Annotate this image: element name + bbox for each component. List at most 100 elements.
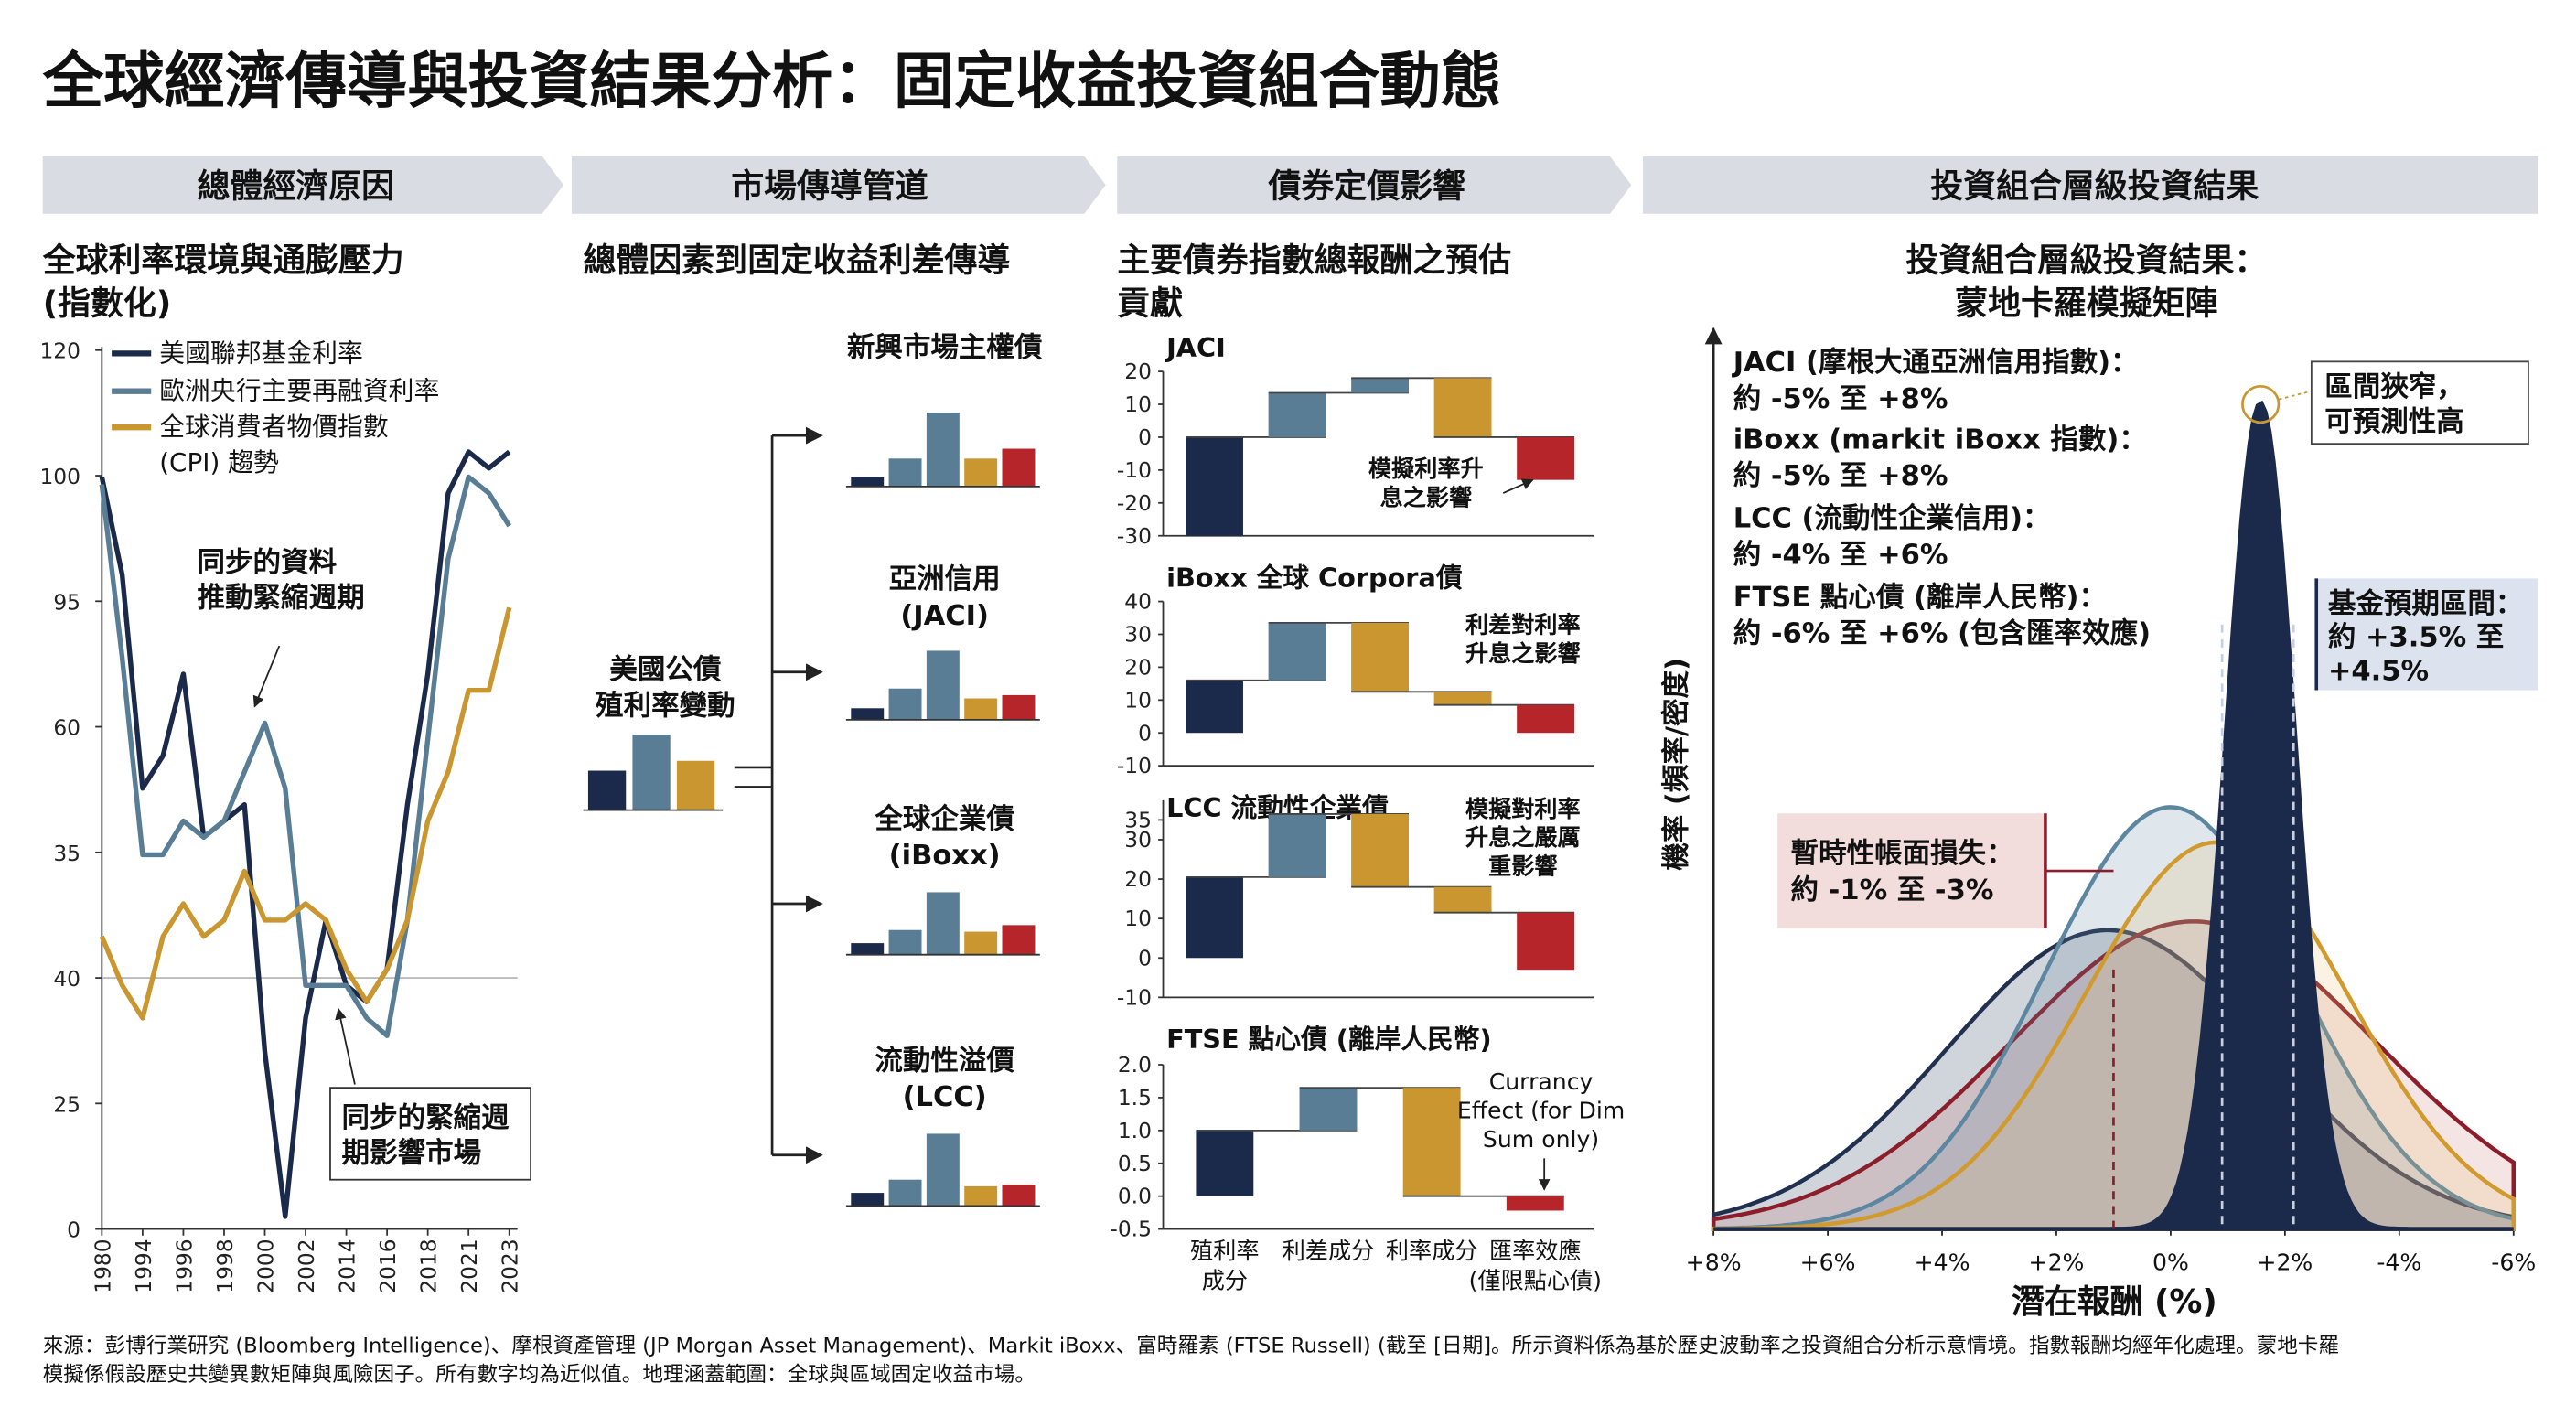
y-tick-label: 0.0 xyxy=(1118,1184,1152,1209)
y-tick-label: 0 xyxy=(1138,945,1152,971)
annotation: 區間狹窄，可預測性高 xyxy=(2324,370,2464,438)
bar xyxy=(1351,622,1409,692)
annotation: 模擬利率升息之影響 xyxy=(1368,456,1484,510)
y-tick-label: 0 xyxy=(1138,720,1152,745)
y-tick-label: 40 xyxy=(1124,589,1152,615)
bar xyxy=(1186,436,1243,536)
x-tick-label: 1980 xyxy=(90,1239,115,1292)
mini-bar xyxy=(1002,448,1036,487)
annotation: Currancy Effect (for Dim Sum only) xyxy=(1457,1068,1625,1153)
mini-bar xyxy=(888,929,922,955)
mini-bar xyxy=(964,1185,998,1207)
y-tick-label: 0 xyxy=(67,1217,80,1243)
mini-bar xyxy=(926,1133,960,1207)
y-tick-label: 0 xyxy=(1138,424,1152,450)
y-tick-label: 35 xyxy=(1124,807,1152,832)
x-tick-label: 2014 xyxy=(335,1239,360,1292)
y-axis-label: 機率 (頻率/密度) xyxy=(1660,658,1693,871)
bar xyxy=(1299,1088,1358,1131)
x-tick-label: +6% xyxy=(1800,1249,1856,1275)
x-tick-label: 2000 xyxy=(252,1239,278,1292)
bar xyxy=(1196,1130,1254,1196)
bar xyxy=(1517,704,1575,734)
mini-bar xyxy=(851,943,885,955)
y-tick-label: 10 xyxy=(1124,391,1152,417)
bar xyxy=(1186,876,1243,959)
x-tick-label: +2% xyxy=(2257,1249,2313,1275)
note: FTSE 點心債 (離岸人民幣)：約 -6% 至 +6% (包含匯率效應) xyxy=(1733,582,2151,650)
panel-header: 債券定價影響 xyxy=(1267,167,1465,206)
x-tick-label: 2018 xyxy=(416,1239,442,1292)
density-curve xyxy=(1713,400,2514,1231)
annotation: 模擬對利率升息之嚴厲重影響 xyxy=(1465,796,1581,880)
y-tick-label: 20 xyxy=(1124,654,1152,680)
panel-header-bg xyxy=(1642,156,2538,214)
mini-bar xyxy=(851,708,885,720)
annotation-box xyxy=(329,1087,531,1181)
panel-subtitle: 主要債券指數總報酬之預估貢獻 xyxy=(1117,242,1511,323)
page-title: 全球經濟傳導與投資結果分析：固定收益投資組合動態 xyxy=(42,46,1502,117)
y-tick-label: 1.5 xyxy=(1118,1085,1152,1110)
chart-subtitle: 投資組合層級投資結果：蒙地卡羅模擬矩陣 xyxy=(1905,242,2267,323)
annotation: 同步的資料推動緊縮週期 xyxy=(198,547,365,614)
y-tick-label: 100 xyxy=(39,464,80,489)
bar xyxy=(1351,813,1409,887)
legend-label: 美國聯邦基金利率 xyxy=(159,338,363,368)
chart-title: iBoxx 全球 Corpora債 xyxy=(1166,562,1463,593)
mini-bar xyxy=(926,413,960,487)
mini-bar xyxy=(964,698,998,720)
y-tick-label: 10 xyxy=(1124,687,1152,713)
highlight-ring xyxy=(2241,384,2281,424)
y-tick-label: 120 xyxy=(39,338,80,364)
legend-label: 歐洲央行主要再融資利率 xyxy=(159,376,439,406)
note: JACI (摩根大通亞洲信用指數)：約 -5% 至 +8% xyxy=(1732,346,2139,415)
y-tick-label: 35 xyxy=(53,841,80,866)
x-tick-label: 2021 xyxy=(456,1239,482,1292)
panel-header: 市場傳導管道 xyxy=(731,168,928,206)
bar xyxy=(1351,378,1409,393)
panel-header-bg xyxy=(571,156,1106,214)
chart-title: JACI xyxy=(1165,332,1226,363)
y-tick-label: -30 xyxy=(1117,523,1152,549)
mini-bar xyxy=(1002,694,1036,720)
mini-bar xyxy=(676,760,715,810)
y-tick-label: 30 xyxy=(1124,622,1152,648)
bar xyxy=(1506,1196,1564,1211)
x-tick-label: +4% xyxy=(1915,1249,1970,1275)
chart-title: FTSE 點心債 (離岸人民幣) xyxy=(1166,1024,1492,1055)
panel-header: 總體經濟原因 xyxy=(198,168,394,206)
bar xyxy=(1268,622,1326,681)
note: iBoxx (markit iBoxx 指數)：約 -5% 至 +8% xyxy=(1733,424,2147,493)
mini-bar xyxy=(1002,925,1036,955)
x-tick-label: -4% xyxy=(2377,1249,2421,1275)
annotation: 同步的緊縮週期影響市場 xyxy=(342,1102,510,1169)
mini-bar xyxy=(851,1193,885,1207)
series-line xyxy=(99,449,511,1219)
x-tick-label: 1998 xyxy=(212,1239,238,1292)
annotation-arrow xyxy=(252,645,281,708)
y-tick-label: 25 xyxy=(53,1091,80,1117)
annotation-box xyxy=(2316,578,2538,691)
target-label: 新興市場主權債 xyxy=(847,331,1043,364)
y-tick-label: -0.5 xyxy=(1110,1217,1152,1242)
mini-bar xyxy=(1002,1185,1036,1207)
y-tick-label: 40 xyxy=(53,966,80,992)
x-tick-label: 2023 xyxy=(498,1239,523,1292)
footer: 來源：彭博行業研究 (Bloomberg Intelligence)、摩根資產管… xyxy=(43,1334,2339,1387)
panel-header: 投資組合層級投資結果 xyxy=(1930,168,2259,206)
x-tick-label: +8% xyxy=(1686,1249,1742,1275)
y-tick-label: 2.0 xyxy=(1118,1052,1152,1078)
bar xyxy=(1268,813,1326,877)
mini-bar xyxy=(888,688,922,720)
x-tick-label: -6% xyxy=(2491,1249,2536,1275)
x-tick-label: 1996 xyxy=(171,1239,197,1292)
x-tick-label: 2016 xyxy=(375,1239,401,1292)
x-tick-label: 利率成分 xyxy=(1386,1238,1478,1264)
y-tick-label: -10 xyxy=(1117,753,1152,778)
mini-bar xyxy=(632,735,671,810)
y-tick-label: 1.0 xyxy=(1118,1118,1152,1143)
series-line xyxy=(99,474,512,1038)
legend-label: 全球消費者物價指數(CPI) 趨勢 xyxy=(159,412,388,477)
mini-bar xyxy=(587,770,627,810)
